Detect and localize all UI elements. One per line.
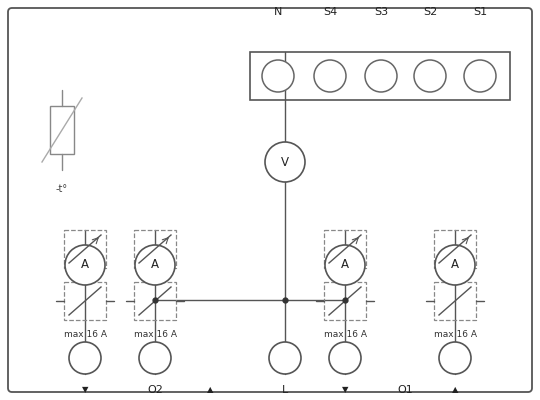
Circle shape [139, 342, 171, 374]
Bar [250, 52, 510, 100]
Text: A: A [451, 258, 459, 272]
Text: O2: O2 [147, 385, 163, 395]
Circle shape [414, 60, 446, 92]
Circle shape [365, 60, 397, 92]
Text: O1: O1 [397, 385, 413, 395]
Bar [50, 106, 74, 154]
Text: S3: S3 [374, 7, 388, 17]
Text: A: A [81, 258, 89, 272]
Circle shape [325, 245, 365, 285]
Circle shape [135, 245, 175, 285]
Bar [134, 230, 176, 268]
Text: S4: S4 [323, 7, 337, 17]
Bar [434, 230, 476, 268]
Bar [134, 282, 176, 320]
Circle shape [464, 60, 496, 92]
Text: S1: S1 [473, 7, 487, 17]
Text: max 16 A: max 16 A [323, 330, 367, 339]
Text: A: A [341, 258, 349, 272]
Text: max 16 A: max 16 A [434, 330, 476, 339]
Circle shape [262, 60, 294, 92]
Text: S2: S2 [423, 7, 437, 17]
Text: ▲: ▲ [452, 386, 458, 394]
Bar [434, 282, 476, 320]
Text: -t°: -t° [56, 184, 68, 194]
Circle shape [439, 342, 471, 374]
Bar [324, 282, 366, 320]
Text: ▼: ▼ [82, 386, 88, 394]
Bar [64, 230, 106, 268]
Text: A: A [151, 258, 159, 272]
Circle shape [314, 60, 346, 92]
Bar [64, 282, 106, 320]
Text: max 16 A: max 16 A [64, 330, 106, 339]
Circle shape [69, 342, 101, 374]
Text: ▲: ▲ [207, 386, 213, 394]
Circle shape [269, 342, 301, 374]
Circle shape [435, 245, 475, 285]
Text: max 16 A: max 16 A [133, 330, 177, 339]
Text: V: V [281, 156, 289, 168]
Circle shape [65, 245, 105, 285]
Text: ▼: ▼ [342, 386, 348, 394]
Circle shape [329, 342, 361, 374]
Bar [324, 230, 366, 268]
Circle shape [265, 142, 305, 182]
Text: L: L [282, 385, 288, 395]
Text: N: N [274, 7, 282, 17]
